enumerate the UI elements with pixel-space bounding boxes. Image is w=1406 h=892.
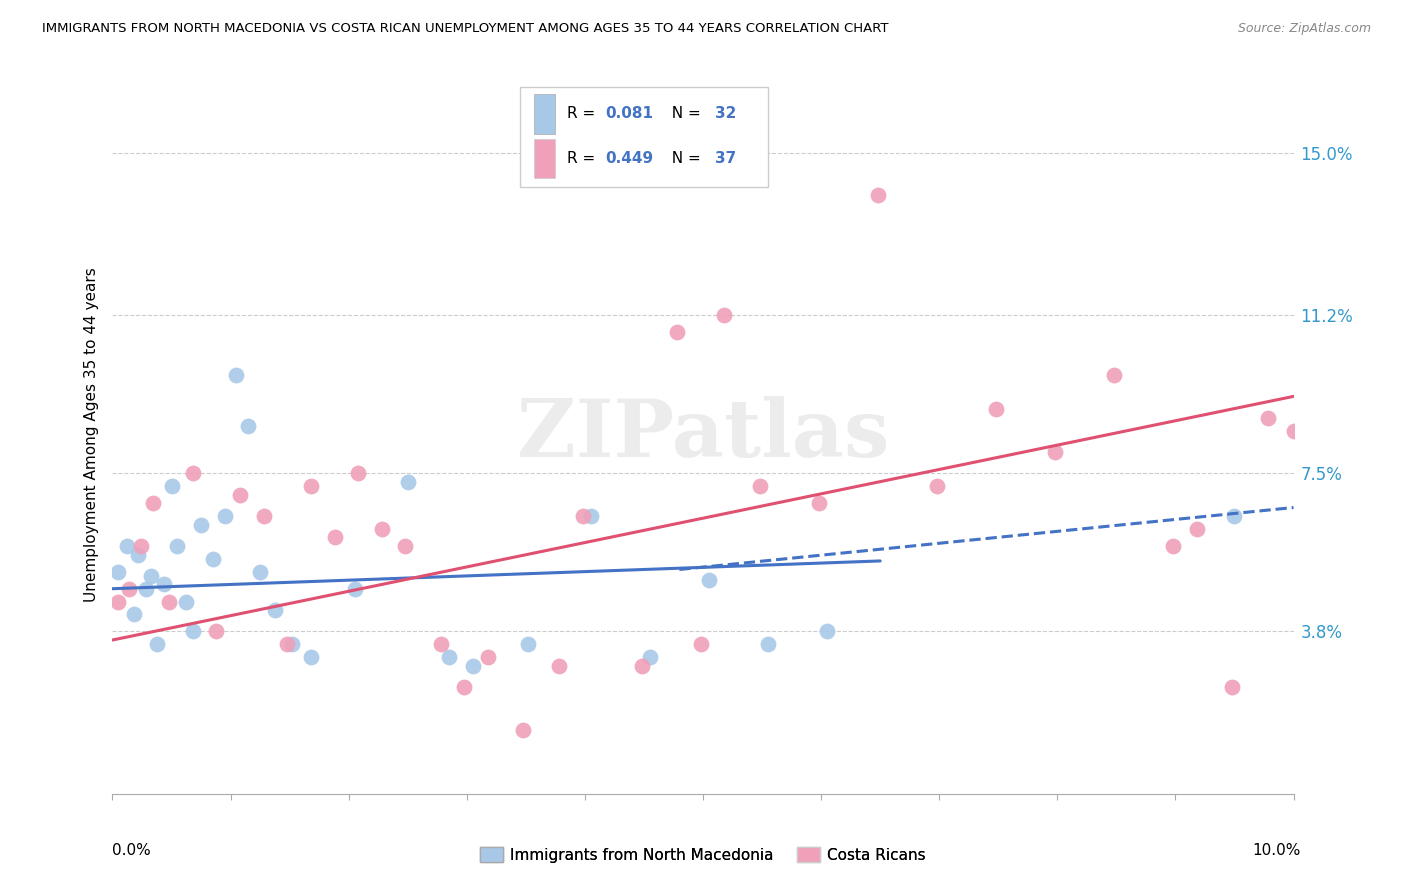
Point [807,496,830,510]
Point [343,582,366,596]
Point [371,522,394,536]
Point [1102,368,1125,382]
Text: R =: R = [567,151,600,166]
Point [205,624,228,639]
Point [713,308,735,322]
Point [579,509,602,524]
Point [127,548,149,562]
Point [153,577,176,591]
Point [1223,509,1246,524]
Point [146,637,169,651]
Point [214,509,236,524]
Text: 10.0%: 10.0% [1253,843,1301,858]
Point [190,517,212,532]
Point [299,650,322,665]
Point [299,479,322,493]
Point [142,496,165,510]
Point [323,530,346,544]
Point [453,680,475,694]
Point [253,509,276,524]
Point [1282,424,1305,438]
Bar [534,95,555,134]
Point [249,565,271,579]
Text: 32: 32 [714,106,737,121]
Point [166,539,188,553]
Point [264,603,287,617]
Point [866,188,889,202]
Point [229,488,252,502]
Point [281,637,304,651]
Bar [520,87,768,187]
Point [238,419,260,434]
Point [174,594,197,608]
Point [157,594,180,608]
Point [1043,445,1066,459]
Point [437,650,460,665]
Point [225,368,247,382]
Point [394,539,416,553]
Point [571,509,593,524]
Point [181,624,204,639]
Text: 0.081: 0.081 [605,106,652,121]
Point [347,467,370,481]
Point [181,467,204,481]
Point [517,637,540,651]
Bar [534,138,555,178]
Point [477,650,499,665]
Text: N =: N = [662,151,706,166]
Point [115,539,138,553]
Point [160,479,183,493]
Text: 0.449: 0.449 [605,151,654,166]
Point [697,573,720,587]
Legend: Immigrants from North Macedonia, Costa Ricans: Immigrants from North Macedonia, Costa R… [474,840,932,869]
Point [118,582,141,596]
Point [461,658,484,673]
Point [1257,410,1279,425]
Point [135,582,157,596]
Point [512,723,534,737]
Text: IMMIGRANTS FROM NORTH MACEDONIA VS COSTA RICAN UNEMPLOYMENT AMONG AGES 35 TO 44 : IMMIGRANTS FROM NORTH MACEDONIA VS COSTA… [42,22,889,36]
Point [107,565,129,579]
Text: 0.0%: 0.0% [112,843,152,858]
Point [430,637,453,651]
Point [122,607,145,622]
Point [548,658,571,673]
Point [129,539,152,553]
Point [1220,680,1243,694]
Point [666,325,689,339]
Point [630,658,652,673]
Point [756,637,779,651]
Text: ZIPatlas: ZIPatlas [517,396,889,474]
Point [984,402,1007,417]
Point [141,569,163,583]
Point [925,479,948,493]
Point [815,624,838,639]
Text: N =: N = [662,106,706,121]
Point [201,551,224,566]
Point [689,637,711,651]
Point [1185,522,1208,536]
Text: R =: R = [567,106,600,121]
Point [396,475,419,489]
Point [638,650,661,665]
Y-axis label: Unemployment Among Ages 35 to 44 years: Unemployment Among Ages 35 to 44 years [83,268,98,602]
Point [276,637,298,651]
Point [1161,539,1184,553]
Text: 37: 37 [714,151,737,166]
Point [748,479,770,493]
Point [107,594,129,608]
Text: Source: ZipAtlas.com: Source: ZipAtlas.com [1237,22,1371,36]
